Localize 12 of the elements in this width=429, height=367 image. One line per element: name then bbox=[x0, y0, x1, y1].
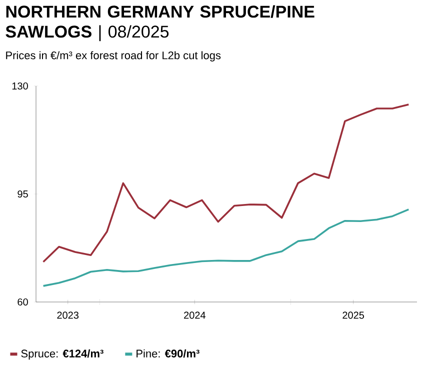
y-tick-label: 95 bbox=[18, 190, 28, 198]
x-tick-label: 2025 bbox=[342, 312, 364, 319]
chart-title: NORTHERN GERMANY SPRUCE/PINE SAWLOGS | 08/2025 bbox=[6, 5, 314, 42]
x-tick-label: 2023 bbox=[57, 312, 79, 319]
line-series bbox=[42, 104, 410, 263]
chart-subtitle: Prices in €/m³ ex forest road for L2b cut logs bbox=[6, 51, 221, 62]
line-series bbox=[42, 208, 410, 287]
y-tick-label: 130 bbox=[12, 82, 28, 90]
y-tick-label: 60 bbox=[18, 298, 28, 306]
x-tick-label: 2024 bbox=[184, 312, 206, 319]
legend-label: Spruce: €124/m³ bbox=[21, 349, 104, 360]
legend-label: Pine: €90/m³ bbox=[136, 349, 200, 358]
